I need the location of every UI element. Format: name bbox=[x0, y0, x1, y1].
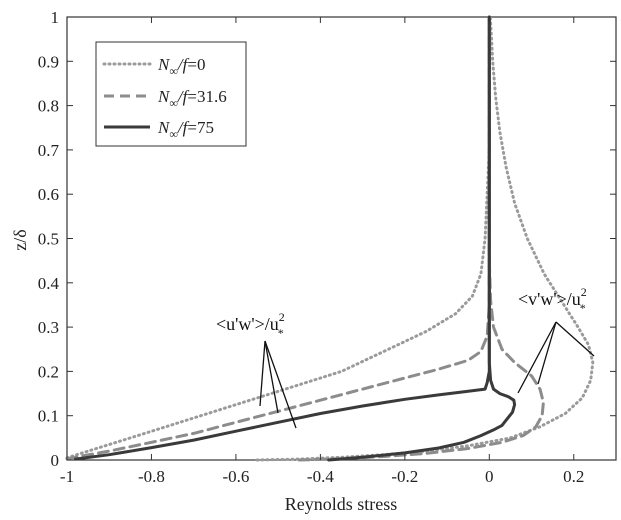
y-tick-label: 0.4 bbox=[38, 274, 60, 293]
x-tick-label: 0.2 bbox=[563, 467, 584, 486]
annotation-vw-label: <v'w'>/u2 * bbox=[518, 285, 587, 315]
y-tick-label: 0.6 bbox=[38, 185, 59, 204]
annotation-uw-pointer-3 bbox=[264, 340, 297, 429]
annotation-vw-pointer-1 bbox=[517, 321, 557, 394]
ticks-layer: -1 -0.8 -0.6 -0.4 -0.2 0 0.2 0 0.1 0.2 0.3 0.4 0.5 0.… bbox=[38, 8, 616, 486]
series-vw-solid bbox=[327, 15, 517, 462]
y-tick-label: 0.8 bbox=[38, 97, 59, 116]
series-vw-dashed bbox=[297, 15, 545, 462]
x-tick-label: -0.6 bbox=[222, 467, 249, 486]
legend-box bbox=[95, 41, 247, 147]
y-tick-label: 0.3 bbox=[38, 318, 59, 337]
y-tick-label: 1 bbox=[51, 8, 60, 27]
y-tick-label: 0.1 bbox=[38, 407, 59, 426]
y-tick-label: 0.9 bbox=[38, 52, 59, 71]
legend: N∞/f=0 N∞/f=31.6 N∞/f=75 bbox=[95, 41, 247, 147]
x-tick-label: 0 bbox=[485, 467, 494, 486]
y-axis-title: z/δ bbox=[10, 229, 30, 250]
annotation-uw: <u'w'>/u2 * bbox=[216, 310, 297, 429]
annotation-vw-pointer-2 bbox=[537, 321, 557, 385]
x-tick-label: -0.4 bbox=[307, 467, 334, 486]
y-tick-label: 0.5 bbox=[38, 230, 59, 249]
annotation-vw: <v'w'>/u2 * bbox=[517, 285, 595, 394]
y-tick-label: 0.7 bbox=[38, 141, 60, 160]
annotation-uw-label: <u'w'>/u2 * bbox=[216, 310, 285, 340]
y-tick-label: 0 bbox=[51, 451, 60, 470]
y-tick-label: 0.2 bbox=[38, 362, 59, 381]
legend-entry-0: N∞/f=0 bbox=[157, 55, 205, 78]
series-uw-dotted bbox=[65, 15, 491, 460]
x-tick-label: -1 bbox=[60, 467, 74, 486]
x-tick-label: -0.8 bbox=[138, 467, 165, 486]
x-axis-title: Reynolds stress bbox=[285, 494, 398, 514]
annotation-uw-pointer-2 bbox=[264, 340, 279, 414]
legend-entry-1: N∞/f=31.6 bbox=[157, 87, 227, 110]
legend-entry-2: N∞/f=75 bbox=[157, 118, 214, 141]
x-tick-label: -0.2 bbox=[391, 467, 418, 486]
annotation-uw-pointer-1 bbox=[259, 340, 266, 407]
annotation-vw-pointer-3 bbox=[555, 321, 595, 357]
